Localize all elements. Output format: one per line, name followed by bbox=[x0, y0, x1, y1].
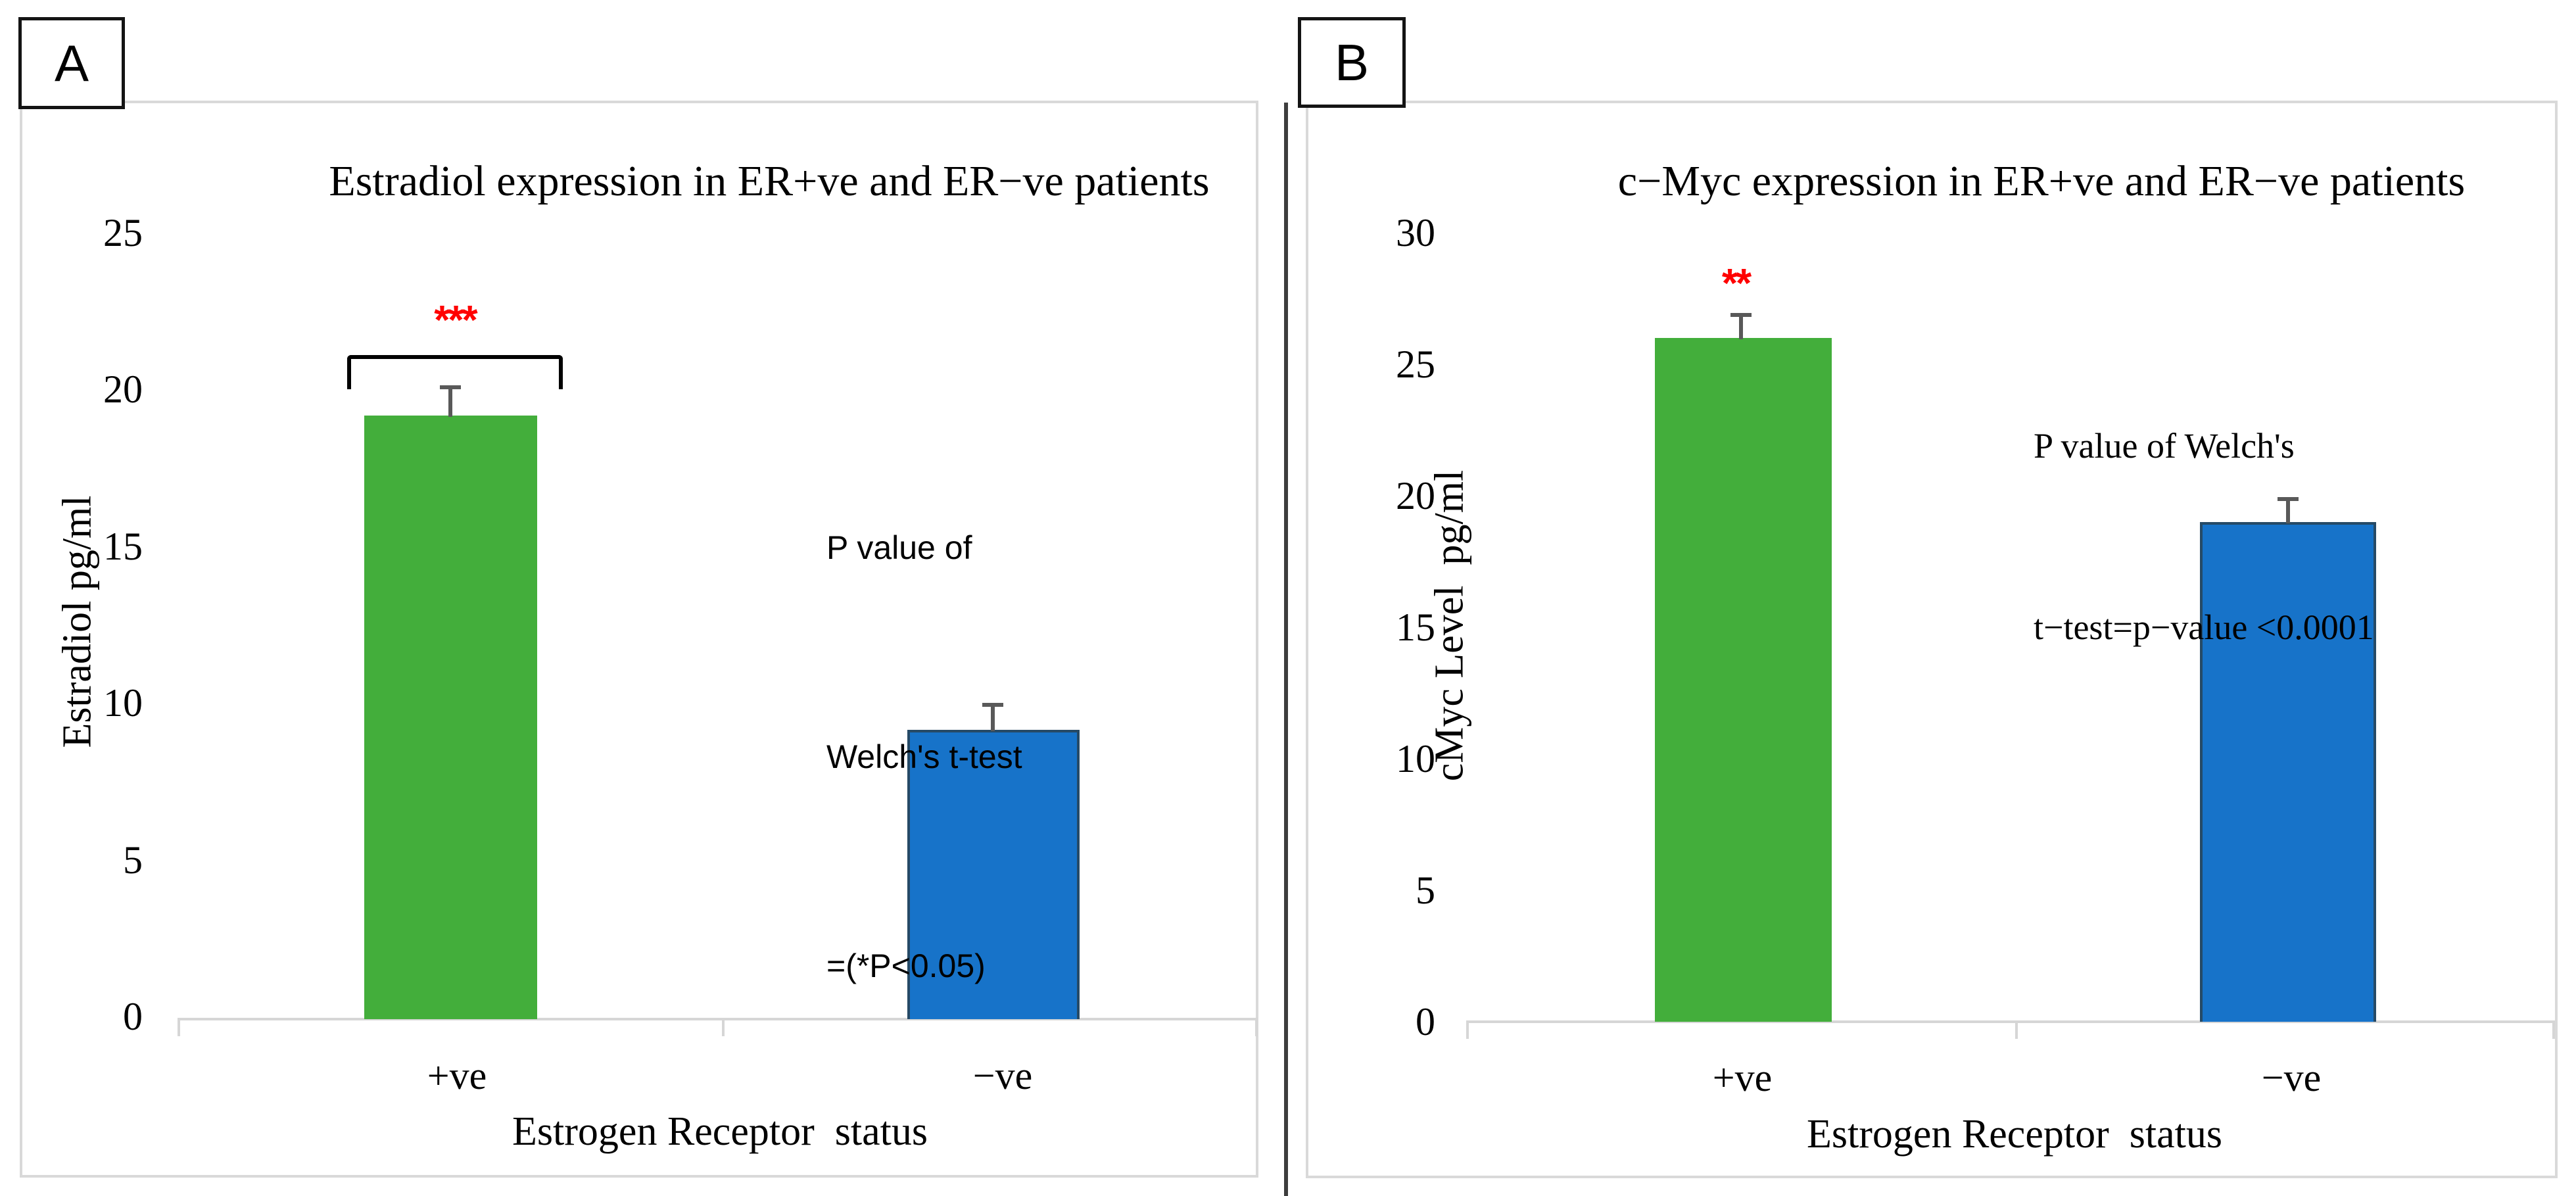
panel-a-category-negative: −ve bbox=[972, 1054, 1033, 1097]
error-bar-er-negative-cmyc bbox=[2278, 497, 2299, 523]
panel-b-ytick-10: 10 bbox=[1396, 737, 1435, 780]
panel-b-pvalue-note: P value of Welch's t−test=p−value <0.000… bbox=[2034, 295, 2374, 778]
error-bar-er-negative-estradiol bbox=[982, 703, 1003, 732]
error-bar-er-positive-estradiol bbox=[440, 385, 461, 418]
panel-a-ytick-25: 25 bbox=[103, 211, 143, 254]
panel-a-ytick-15: 15 bbox=[103, 525, 143, 568]
bar-er-positive-estradiol bbox=[364, 416, 537, 1019]
pvalue-note-line: =(*P<0.05) bbox=[826, 947, 986, 984]
panel-b-category-negative: −ve bbox=[2261, 1056, 2322, 1099]
panel-b-ytick-15: 15 bbox=[1396, 606, 1435, 649]
pvalue-note-line: Welch's t-test bbox=[826, 738, 1022, 775]
panel-a-pvalue-note: P value of Welch's t-test =(*P<0.05) bbox=[826, 373, 1022, 1140]
panel-b-axis-tick-middle bbox=[2015, 1022, 2018, 1039]
panel-a-ytick-10: 10 bbox=[103, 681, 143, 725]
panel-b-axis-tick-start bbox=[1466, 1022, 1469, 1039]
panel-b-title: c−Myc expression in ER+ve and ER−ve pati… bbox=[1617, 157, 2466, 205]
panel-divider-line bbox=[1284, 103, 1288, 1196]
panel-b-ytick-5: 5 bbox=[1416, 869, 1435, 912]
panel-a-label: A bbox=[54, 34, 89, 92]
panel-b-significance-stars: ** bbox=[1721, 261, 1752, 306]
pvalue-note-line: t−test=p−value <0.0001 bbox=[2034, 608, 2374, 647]
pvalue-note-line: P value of bbox=[826, 529, 972, 566]
panel-b-category-positive: +ve bbox=[1712, 1056, 1773, 1099]
panel-a-category-positive: +ve bbox=[427, 1054, 487, 1097]
panel-b-ytick-30: 30 bbox=[1396, 211, 1435, 254]
panel-a-x-axis-title: Estrogen Receptor status bbox=[512, 1109, 928, 1154]
panel-a-label-box: A bbox=[18, 17, 125, 109]
panel-a-axis-tick-start bbox=[178, 1019, 180, 1036]
panel-a-x-axis-line bbox=[178, 1018, 1258, 1020]
panel-b-label-box: B bbox=[1298, 17, 1406, 108]
panel-a-axis-tick-end bbox=[1255, 1019, 1258, 1036]
bar-er-negative-cmyc bbox=[2200, 522, 2376, 1022]
panel-b-ytick-20: 20 bbox=[1396, 474, 1435, 517]
panel-b-axis-tick-end bbox=[2552, 1022, 2555, 1039]
panel-a-ytick-0: 0 bbox=[123, 995, 143, 1038]
panel-a-ytick-20: 20 bbox=[103, 368, 143, 411]
bar-er-negative-estradiol bbox=[907, 730, 1080, 1019]
significance-bracket bbox=[347, 355, 563, 389]
panel-a-ytick-5: 5 bbox=[123, 838, 143, 882]
pvalue-note-line: P value of Welch's bbox=[2034, 426, 2295, 466]
bar-er-positive-cmyc bbox=[1655, 338, 1832, 1022]
panel-a-axis-tick-middle bbox=[722, 1019, 725, 1036]
panel-a-title: Estradiol expression in ER+ve and ER−ve … bbox=[329, 157, 1210, 205]
panel-b-x-axis-title: Estrogen Receptor status bbox=[1807, 1112, 2222, 1157]
error-bar-er-positive-cmyc bbox=[1730, 313, 1752, 339]
panel-b-ytick-25: 25 bbox=[1396, 343, 1435, 386]
panel-b-x-axis-line bbox=[1466, 1020, 2555, 1023]
panel-b-ytick-0: 0 bbox=[1416, 1000, 1435, 1043]
panel-a-significance-stars: *** bbox=[434, 298, 477, 343]
panel-b-label: B bbox=[1334, 33, 1370, 91]
